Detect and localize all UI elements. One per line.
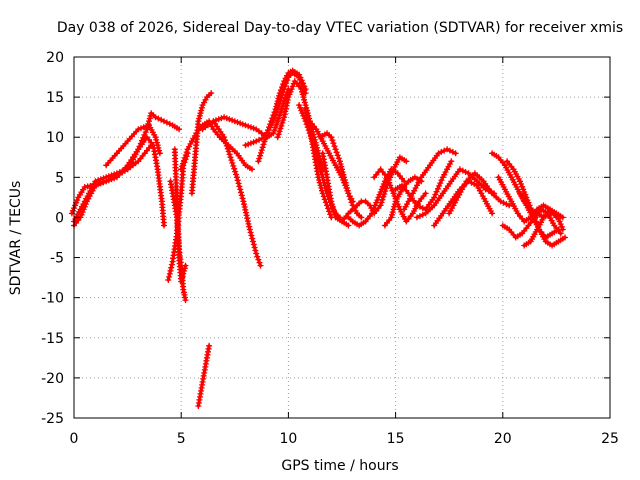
series-line-prn-n [256,68,308,163]
x-tick-label: 15 [387,431,405,447]
series-line-prn-c [72,143,153,224]
series-line-prn-ae [496,175,559,224]
y-tick-label: -10 [41,291,64,307]
series-line-prn-ai [522,207,565,248]
series-line-prn-ac [447,171,511,215]
x-tick-label: 0 [70,431,79,447]
x-axis-tick-labels: 0 5 10 15 20 25 [70,431,619,447]
series-line-prn-j [196,344,211,408]
series-line-prn-m [243,71,308,147]
series-line-prn-ag [505,159,561,240]
series-line-prn-z [402,147,458,211]
y-axis-tick-labels: 20 15 10 5 0 -5 -10 -15 -20 -25 [41,50,64,427]
series-line-prn-i [190,91,213,195]
series-line-prn-ah [518,191,567,248]
y-tick-label: -15 [41,331,64,347]
x-tick-label: 10 [279,431,297,447]
series-line-prn-af [501,207,563,240]
chart-title: Day 038 of 2026, Sidereal Day-to-day VTE… [57,20,623,36]
y-tick-label: 10 [46,130,64,146]
series-line-prn-q [304,107,333,219]
grid [74,57,610,418]
series-line-prn-v [346,167,406,228]
series-line-prn-x [383,175,423,228]
plot-series [68,67,568,409]
series-line-prn-d [104,123,162,167]
series-line-prn-aa [415,167,496,219]
y-tick-label: -25 [41,411,64,427]
y-tick-label: 5 [55,170,64,186]
x-tick-label: 25 [601,431,619,447]
x-axis-label: GPS time / hours [281,458,398,474]
series-line-prn-g [173,147,188,284]
plot-frame [73,56,611,419]
y-tick-label: -20 [41,371,64,387]
y-tick-label: -5 [50,251,64,267]
x-tick-label: 20 [494,431,512,447]
y-tick-label: 15 [46,90,64,106]
axis-ticks [73,56,611,419]
y-tick-label: 0 [55,210,64,226]
y-axis-label: SDTVAR / TECUs [8,181,24,296]
series-line-prn-l [211,87,290,139]
series-line-prn-y [394,159,453,211]
x-tick-label: 5 [177,431,186,447]
series-line-prn-k [201,119,263,268]
y-tick-label: 20 [46,50,64,66]
